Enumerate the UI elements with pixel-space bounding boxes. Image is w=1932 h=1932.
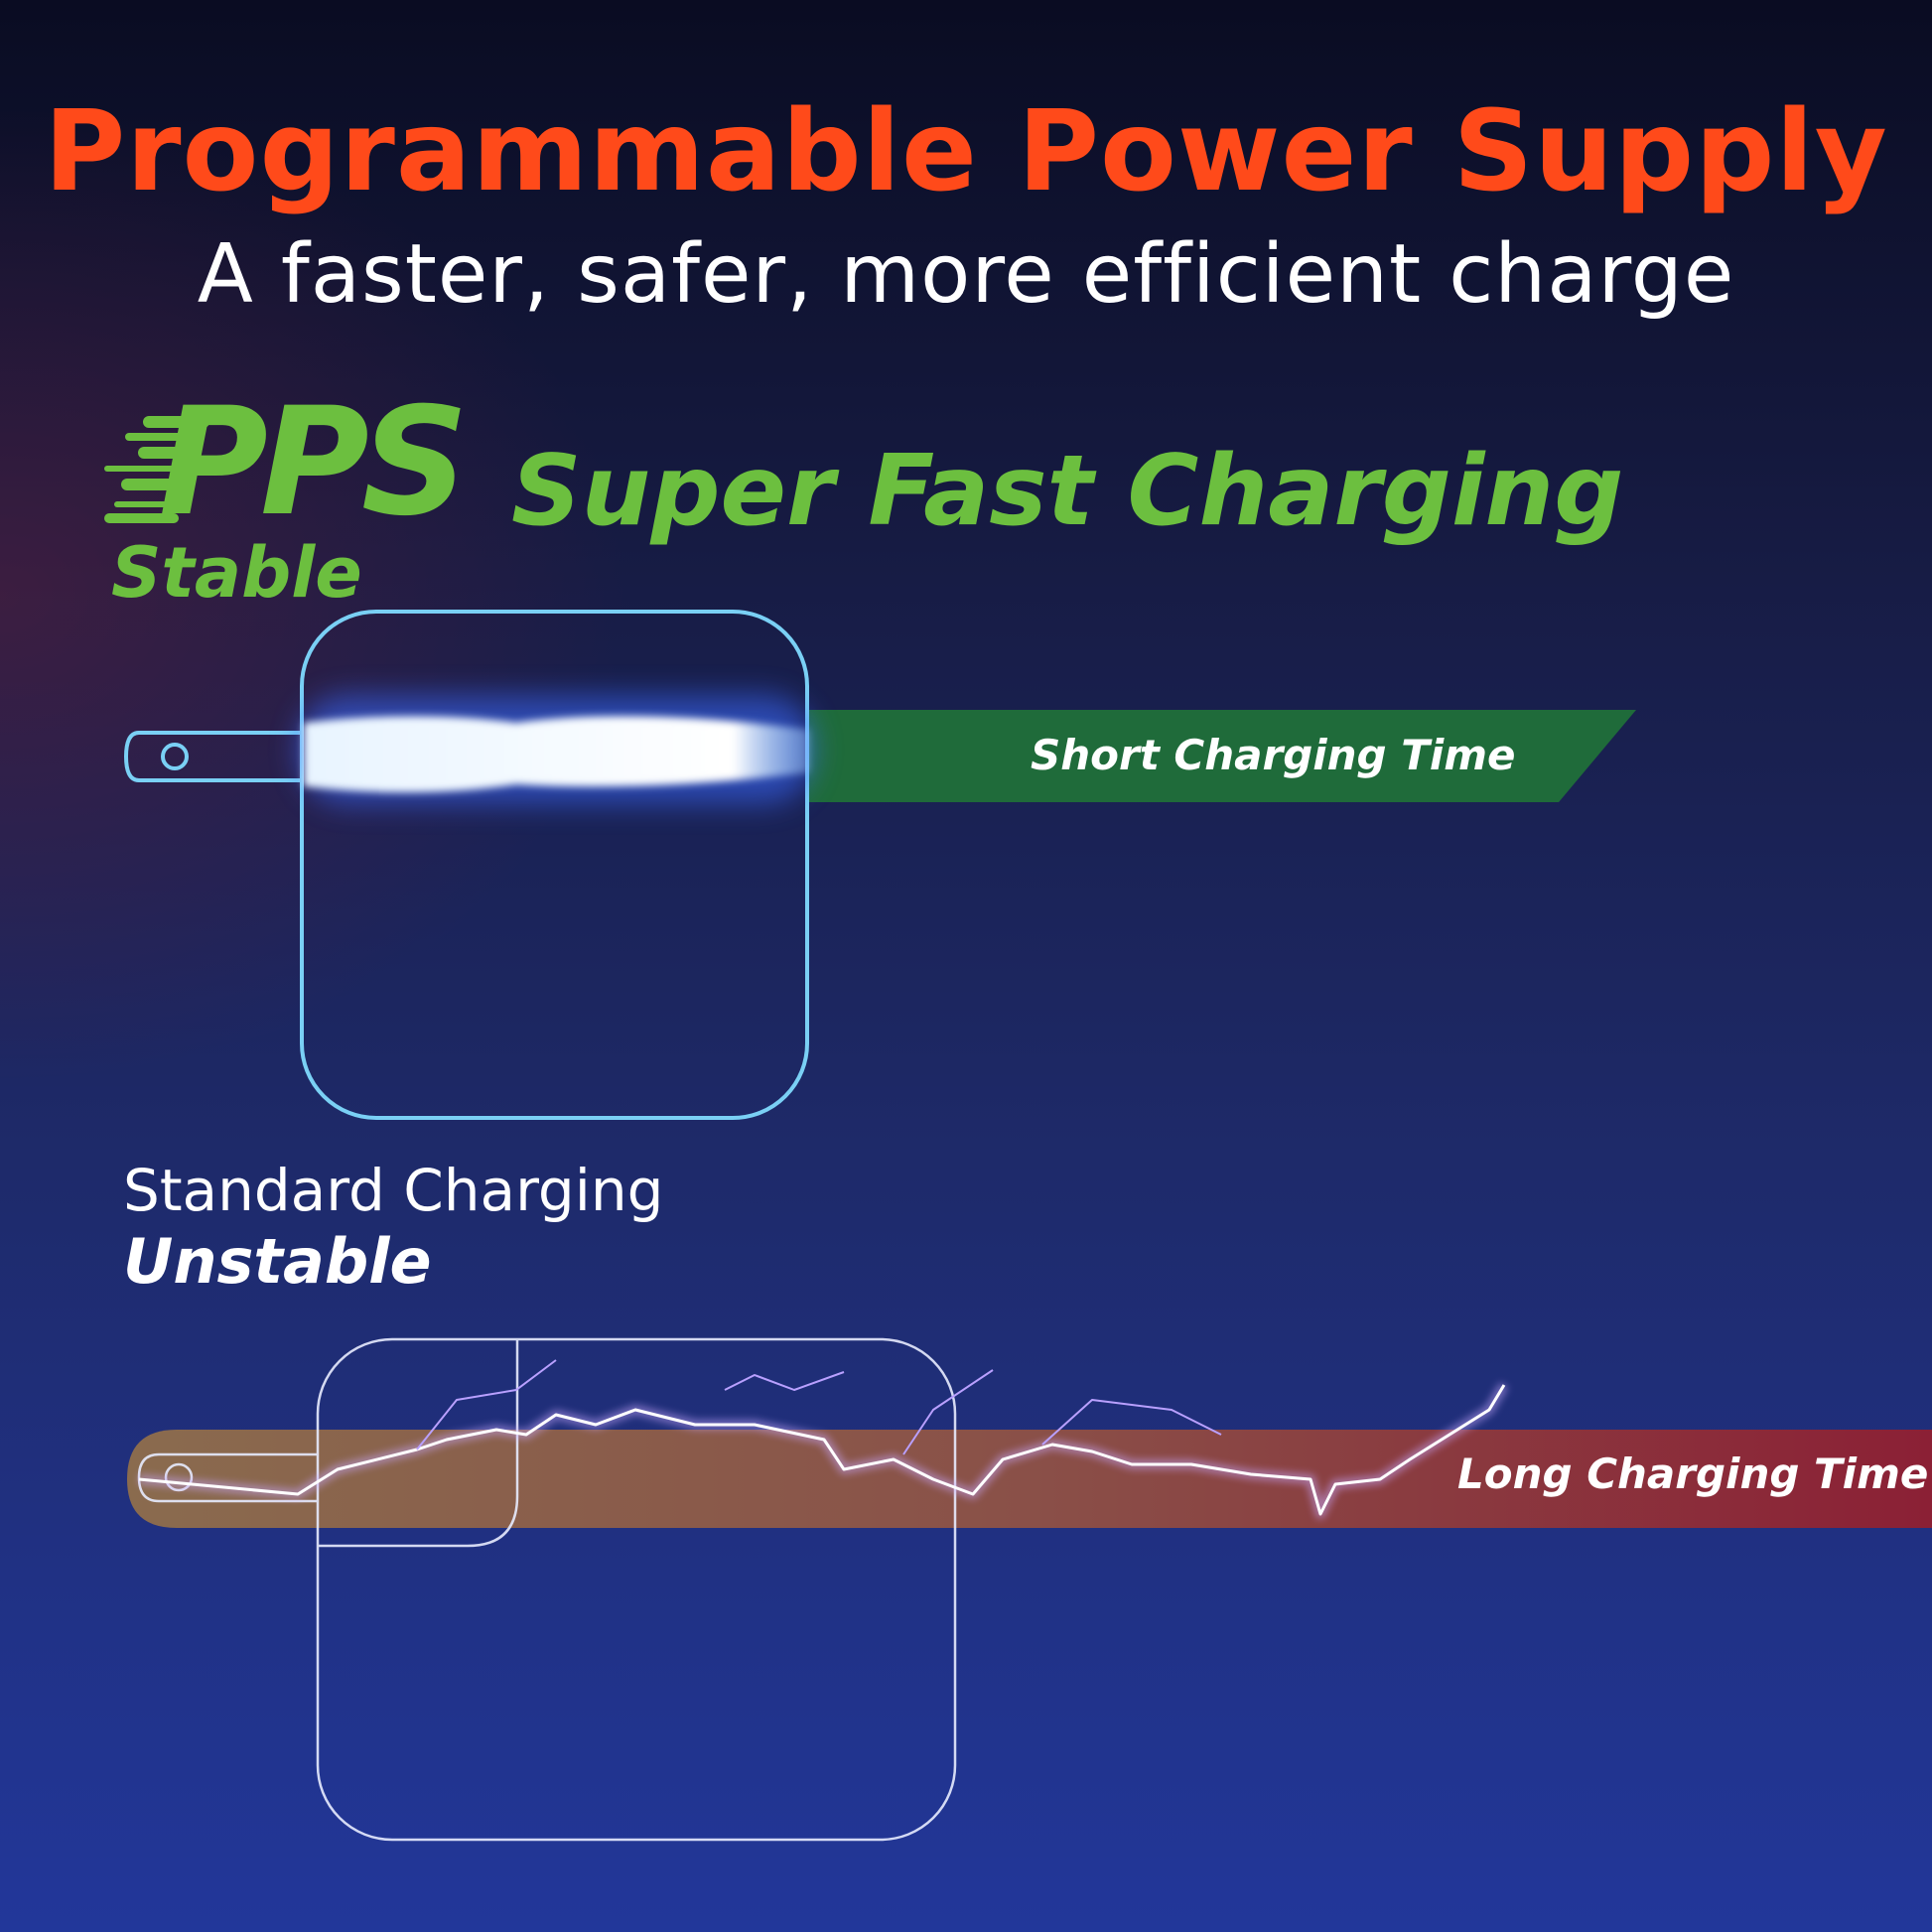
short-charging-bar: [807, 710, 1636, 802]
pps-headline: Super Fast Charging: [511, 435, 1624, 548]
pps-charger-icon: [123, 610, 809, 1120]
page-title: Programmable Power Supply: [44, 87, 1888, 216]
pps-speed-lines-icon: [104, 416, 209, 523]
short-charging-label: Short Charging Time: [1031, 731, 1516, 779]
lightning-bolt: [138, 1359, 1509, 1519]
energy-beam: [298, 695, 814, 804]
standard-status: Unstable: [123, 1225, 432, 1298]
long-charging-label: Long Charging Time: [1457, 1449, 1929, 1498]
standard-charger-icon: [137, 1337, 957, 1842]
pps-status: Stable: [111, 532, 362, 614]
standard-heading: Standard Charging: [123, 1157, 664, 1224]
page-subtitle: A faster, safer, more efficient charge: [197, 227, 1735, 322]
long-charging-bar: [127, 1430, 1932, 1528]
pps-logo: PPS: [159, 376, 469, 549]
